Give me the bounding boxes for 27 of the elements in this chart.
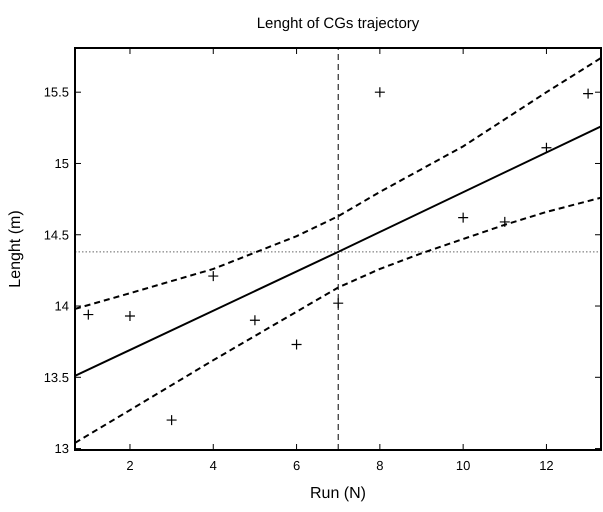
- x-tick-label: 4: [210, 458, 217, 473]
- y-tick-label: 14: [54, 298, 69, 314]
- x-tick-label: 12: [539, 458, 554, 473]
- point: [82, 308, 94, 320]
- point: [582, 88, 594, 100]
- chart-title: Lenght of CGs trajectory: [256, 15, 420, 32]
- y-tick-label: 15: [54, 156, 69, 172]
- x-tick-label: 10: [456, 458, 470, 473]
- point: [208, 270, 219, 282]
- point: [124, 310, 136, 322]
- point: [290, 338, 302, 350]
- y-tick-label: 14.5: [44, 227, 69, 242]
- x-tick-label: 6: [292, 458, 300, 473]
- point: [499, 216, 510, 228]
- y-tick-label: 13.5: [44, 370, 69, 385]
- x-tick-label: 8: [376, 458, 384, 473]
- point: [166, 414, 178, 426]
- x-tick-label: 2: [126, 458, 134, 473]
- point: [332, 298, 344, 309]
- point: [249, 314, 261, 326]
- point: [374, 86, 386, 98]
- y-axis-title: Lenght (m): [7, 210, 24, 288]
- y-tick-label: 15.5: [44, 84, 69, 100]
- point: [540, 142, 552, 154]
- point: [458, 212, 469, 224]
- x-axis-title: Run (N): [310, 485, 366, 502]
- y-tick-label: 13: [54, 441, 69, 456]
